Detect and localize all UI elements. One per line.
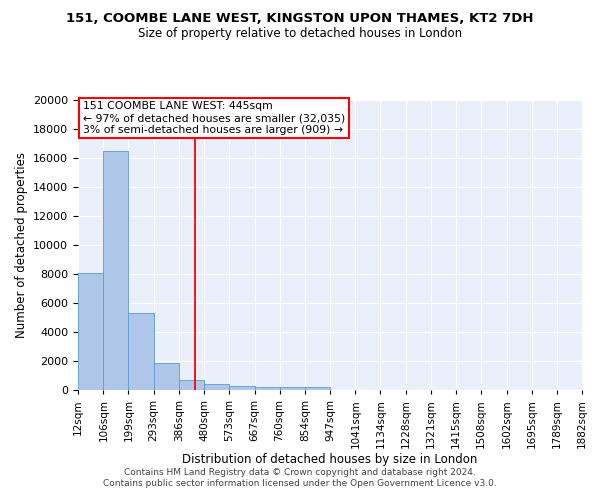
Text: Size of property relative to detached houses in London: Size of property relative to detached ho… — [138, 28, 462, 40]
Bar — [305, 388, 330, 390]
Y-axis label: Number of detached properties: Number of detached properties — [14, 152, 28, 338]
Bar — [103, 151, 128, 390]
Text: 151, COOMBE LANE WEST, KINGSTON UPON THAMES, KT2 7DH: 151, COOMBE LANE WEST, KINGSTON UPON THA… — [66, 12, 534, 26]
Bar — [280, 387, 305, 390]
Bar — [128, 313, 154, 390]
Bar — [179, 380, 204, 390]
Text: Contains HM Land Registry data © Crown copyright and database right 2024.
Contai: Contains HM Land Registry data © Crown c… — [103, 468, 497, 487]
Bar — [78, 272, 103, 390]
Text: 151 COOMBE LANE WEST: 445sqm
← 97% of detached houses are smaller (32,035)
3% of: 151 COOMBE LANE WEST: 445sqm ← 97% of de… — [83, 102, 345, 134]
Bar — [254, 387, 280, 390]
Bar — [204, 384, 229, 390]
Bar — [154, 363, 179, 390]
X-axis label: Distribution of detached houses by size in London: Distribution of detached houses by size … — [182, 454, 478, 466]
Bar — [229, 386, 254, 390]
